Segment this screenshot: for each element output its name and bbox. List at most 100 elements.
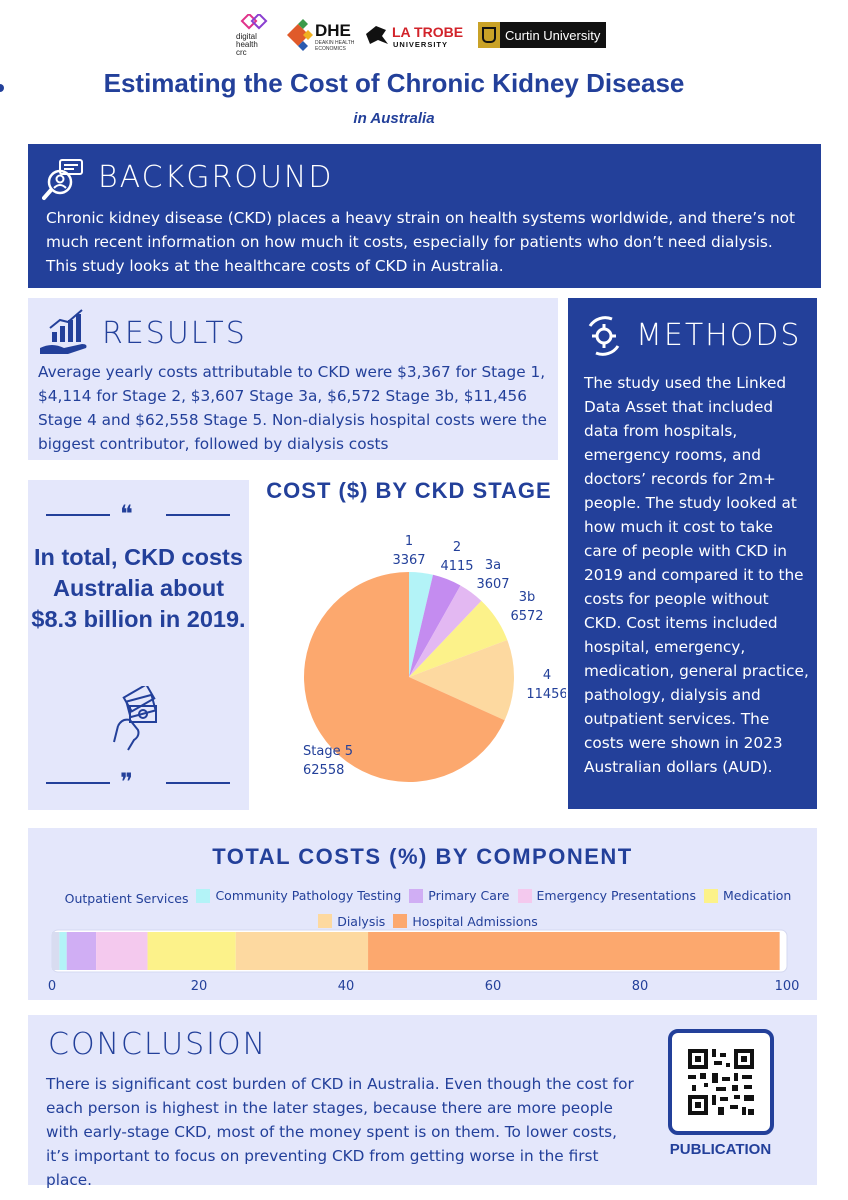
publication-qr-frame[interactable]	[668, 1029, 774, 1135]
digital-health-crc-mark: digital health crc	[236, 14, 268, 56]
legend-label: Outpatient Services	[64, 890, 189, 906]
x-tick-label: 40	[338, 979, 355, 994]
dhe-text: DHE	[315, 21, 351, 40]
qr-code-icon[interactable]	[672, 1033, 770, 1131]
component-costs-section: TOTAL COSTS (%) BY COMPONENT Outpatient …	[28, 828, 817, 1000]
pie-slice-value: 4115	[440, 559, 473, 574]
pie-slice	[409, 572, 434, 677]
methods-text: The study used the Linked Data Asset tha…	[584, 374, 809, 776]
edge-marker	[0, 84, 4, 92]
total-cost-statement: In total, CKD costs Australia about $8.3…	[31, 544, 246, 632]
pie-slice-label: 3a	[485, 558, 501, 573]
legend-swatch	[196, 888, 211, 903]
page-title: Estimating the Cost of Chronic Kidney Di…	[103, 68, 685, 98]
research-icon	[42, 159, 83, 200]
curtin-logo: Curtin University	[478, 14, 618, 56]
la-trobe-sub: UNIVERSITY	[393, 40, 448, 49]
pie-slice	[409, 639, 514, 721]
legend-label: Hospital Admissions	[412, 913, 538, 929]
legend-swatch	[517, 888, 532, 903]
pie-slice-value: 11456	[526, 687, 566, 702]
x-tick-label: 100	[775, 979, 800, 994]
pie-slice-value: 3607	[476, 577, 509, 592]
pie-chart-title: COST ($) BY CKD STAGE	[266, 478, 552, 503]
background-heading: BACKGROUND	[98, 160, 334, 195]
bar-segment	[147, 932, 236, 970]
x-tick-label: 20	[191, 979, 208, 994]
bar-segment	[59, 932, 67, 970]
dhe-mark: DHE DEAKIN HEALTH ECONOMICS	[287, 19, 355, 52]
legend-item: Medication	[704, 884, 791, 907]
pie-slice-label: 4	[543, 668, 551, 683]
bar-segment	[96, 932, 148, 970]
open-quote-icon: ❝	[120, 500, 133, 528]
total-cost-callout: ❝ In total, CKD costs Australia about $8…	[28, 480, 249, 810]
pie-slice-label: 2	[453, 540, 461, 555]
legend-label: Primary Care	[428, 888, 510, 903]
curtin-crest	[478, 22, 500, 48]
close-quote-icon: ❞	[120, 768, 133, 796]
methods-section: METHODS The study used the Linked Data A…	[568, 298, 817, 809]
conclusion-text: There is significant cost burden of CKD …	[46, 1075, 634, 1189]
x-tick-label: 60	[485, 979, 502, 994]
conclusion-section: CONCLUSION There is significant cost bur…	[28, 1015, 817, 1189]
legend-swatch	[393, 914, 408, 928]
pie-slice	[409, 574, 461, 677]
conclusion-heading: CONCLUSION	[48, 1027, 268, 1062]
bar-segment	[52, 932, 60, 970]
la-trobe-text: LA TROBE	[392, 24, 463, 40]
legend-item: Community Pathology Testing	[196, 884, 401, 907]
results-heading: RESULTS	[102, 316, 247, 351]
dhe-sub-1: DEAKIN HEALTH	[315, 40, 355, 46]
logo-bar: digital health crc DHE DEAKIN HEALTH ECO…	[230, 14, 630, 56]
dhe-sub-2: ECONOMICS	[315, 46, 347, 52]
bar-segment	[66, 932, 97, 970]
logo-text-1: digital	[236, 32, 257, 41]
legend-item: Emergency Presentations	[517, 884, 697, 907]
la-trobe-mark: LA TROBE UNIVERSITY	[366, 24, 463, 49]
logo-text-2: health	[236, 40, 258, 49]
legend-swatch	[704, 888, 718, 903]
digital-health-crc-logo: digital health crc	[230, 14, 280, 56]
pie-slice-value: 3367	[392, 553, 425, 568]
pie-slice	[409, 600, 508, 677]
pie-slice-label: 1	[405, 534, 413, 549]
hand-money-icon	[113, 686, 157, 751]
curtin-text: Curtin University	[505, 27, 601, 43]
pie-slice	[409, 585, 482, 677]
results-text: Average yearly costs attributable to CKD…	[38, 363, 547, 453]
legend-label: Emergency Presentations	[536, 888, 697, 903]
pie-slice-label: Stage 5	[303, 744, 353, 759]
legend-item: Outpatient Services	[65, 887, 189, 910]
background-section: BACKGROUND Chronic kidney disease (CKD) …	[28, 144, 821, 288]
legend-item: Dialysis	[318, 910, 385, 933]
divider	[166, 782, 230, 784]
bar-segment	[235, 932, 369, 970]
legend-label: Community Pathology Testing	[215, 888, 402, 903]
la-trobe-logo: LA TROBE UNIVERSITY	[362, 14, 472, 56]
component-chart-title: TOTAL COSTS (%) BY COMPONENT	[212, 844, 633, 869]
x-tick-label: 80	[632, 979, 649, 994]
pie-slice-value: 6572	[510, 609, 543, 624]
dhe-logo: DHE DEAKIN HEALTH ECONOMICS	[284, 14, 359, 56]
divider	[166, 514, 230, 516]
legend-swatch	[318, 914, 333, 928]
divider	[46, 782, 110, 784]
page-subtitle: in Australia	[353, 110, 435, 127]
bar-segment	[368, 932, 780, 970]
pie-slice	[304, 572, 505, 782]
stage-cost-pie-chart: 1 3367 2 4115 3a 3607 3b 6572 4 11456 Stage 5 62558	[303, 534, 566, 782]
publication-label: PUBLICATION	[669, 1141, 772, 1158]
legend-item: Hospital Admissions	[393, 910, 538, 933]
results-section: RESULTS Average yearly costs attributabl…	[28, 298, 558, 460]
pie-slice-label: 3b	[519, 590, 536, 605]
pie-slice-value: 62558	[303, 763, 344, 778]
gear-cycle-icon	[588, 316, 620, 356]
component-legend: Outpatient Services Community Pathology T…	[58, 884, 798, 935]
curtin-badge: Curtin University	[478, 22, 607, 48]
legend-label: Medication	[723, 888, 792, 903]
divider	[46, 514, 110, 516]
logo-text-3: crc	[236, 48, 247, 56]
methods-heading: METHODS	[636, 318, 802, 353]
background-text: Chronic kidney disease (CKD) places a he…	[46, 209, 796, 275]
